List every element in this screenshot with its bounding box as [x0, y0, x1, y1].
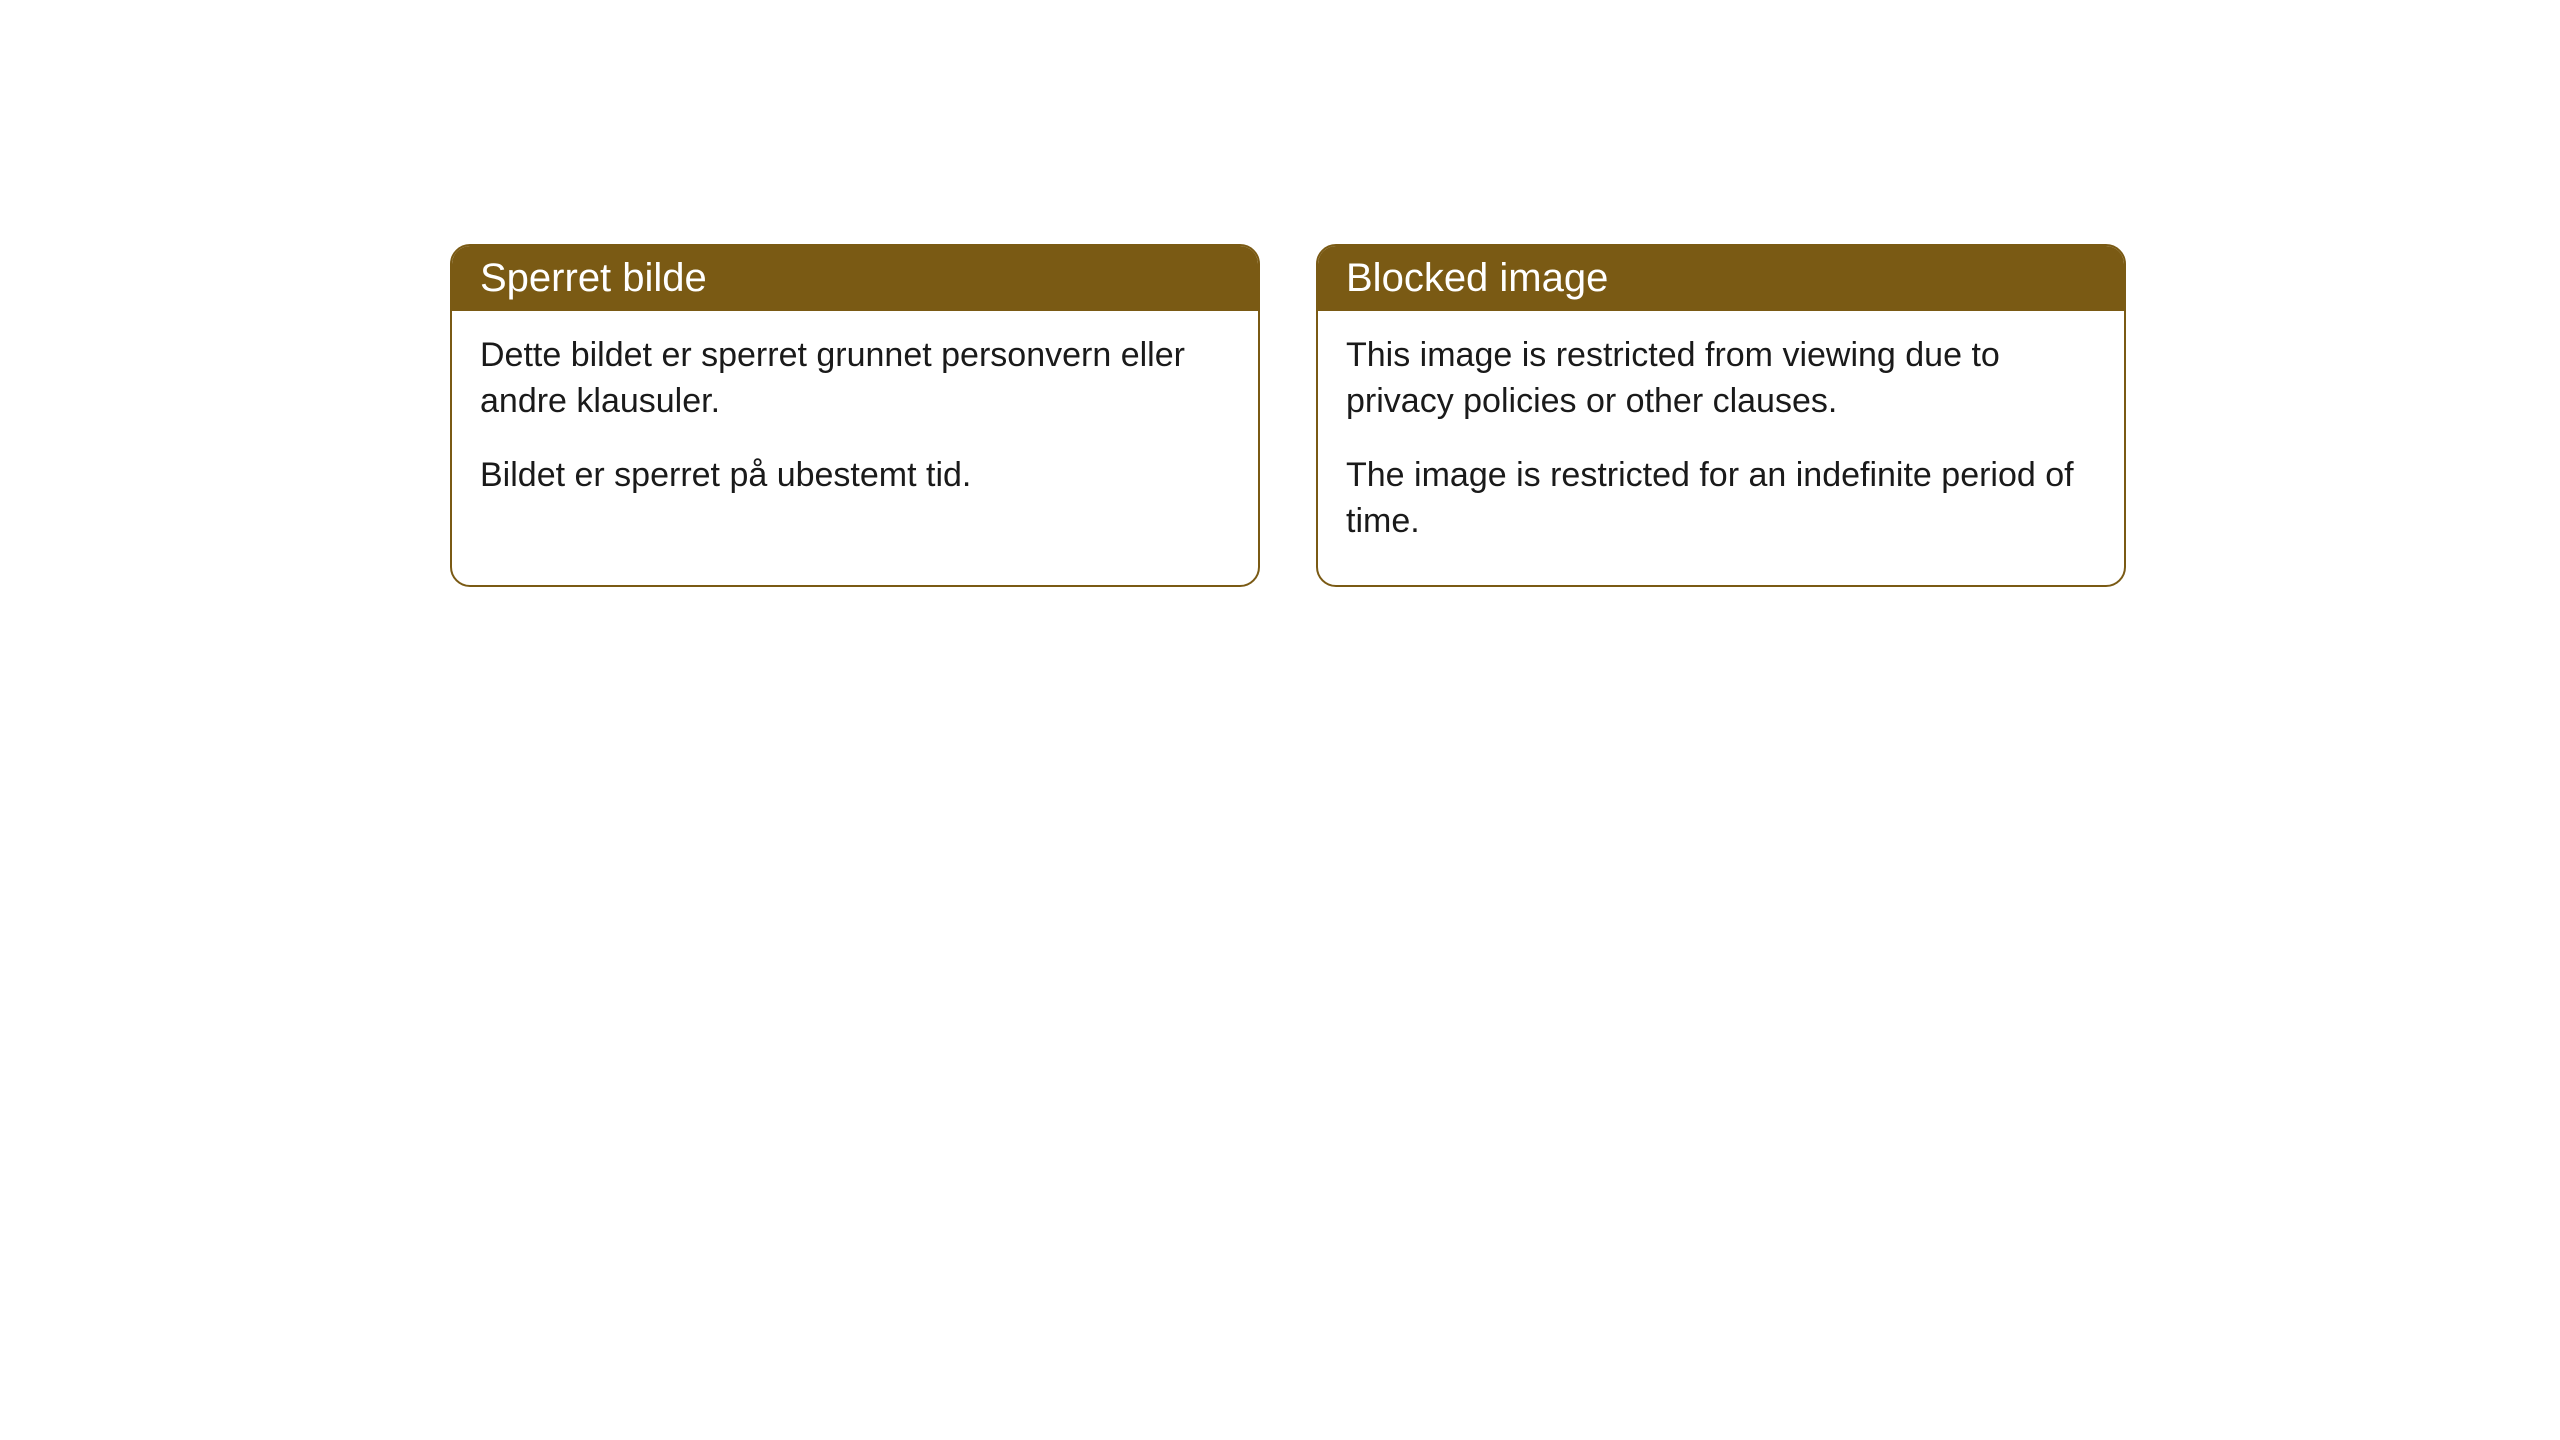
notice-card-norwegian: Sperret bilde Dette bildet er sperret gr…: [450, 244, 1260, 587]
card-body: Dette bildet er sperret grunnet personve…: [452, 311, 1258, 539]
notice-card-english: Blocked image This image is restricted f…: [1316, 244, 2126, 587]
card-header: Blocked image: [1318, 246, 2124, 311]
card-title: Blocked image: [1346, 256, 1608, 300]
card-header: Sperret bilde: [452, 246, 1258, 311]
card-paragraph: Dette bildet er sperret grunnet personve…: [480, 333, 1230, 425]
card-paragraph: This image is restricted from viewing du…: [1346, 333, 2096, 425]
card-paragraph: Bildet er sperret på ubestemt tid.: [480, 453, 1230, 499]
card-title: Sperret bilde: [480, 256, 707, 300]
notice-cards-container: Sperret bilde Dette bildet er sperret gr…: [0, 0, 2560, 587]
card-body: This image is restricted from viewing du…: [1318, 311, 2124, 585]
card-paragraph: The image is restricted for an indefinit…: [1346, 453, 2096, 545]
